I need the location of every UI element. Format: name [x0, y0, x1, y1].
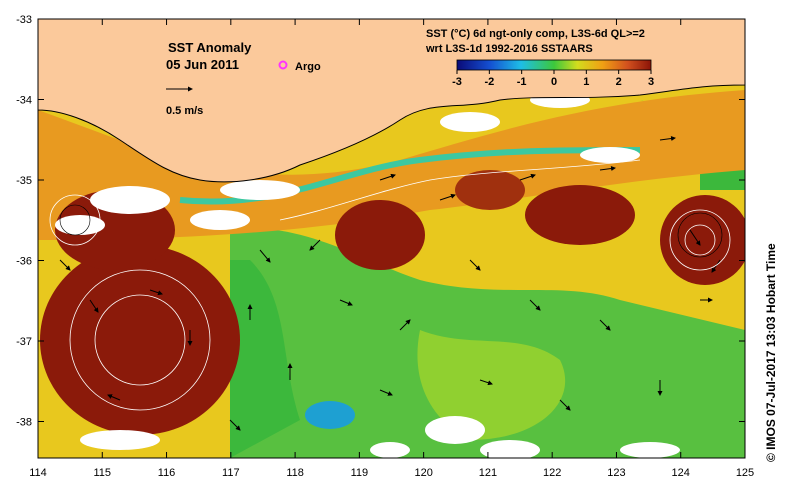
ssh-contours [49, 159, 731, 411]
plot-frame [37, 18, 746, 459]
lon-tick-label: 118 [286, 467, 304, 479]
colorbar-tick-label: -1 [517, 76, 527, 88]
lon-tick-label: 123 [607, 467, 625, 479]
warm-eddy-central [335, 200, 425, 270]
colorbar-tick-label: 1 [583, 76, 589, 88]
map-date: 05 Jun 2011 [166, 57, 239, 72]
map-field [38, 19, 745, 458]
lon-tick-label: 121 [479, 467, 497, 479]
colorbar-tick-label: -3 [452, 76, 462, 88]
lon-tick-label: 115 [93, 467, 111, 479]
lon-tick-label: 114 [29, 467, 47, 479]
header-line-1: SST (°C) 6d ngt-only comp, L3S-6d QL>=2 [426, 28, 645, 40]
cool-region-southwest [230, 260, 300, 458]
colorbar-tick-label: 2 [616, 76, 622, 88]
cloud-mask [55, 92, 680, 458]
warm-eddy-far-east [660, 195, 745, 285]
velocity-arrows [59, 136, 721, 431]
lon-tick-label: 125 [736, 467, 754, 479]
lon-tick-label: 119 [351, 467, 369, 479]
colorbar [456, 59, 652, 71]
lat-tick-label: -34 [16, 95, 32, 107]
lat-tick-label: -38 [16, 417, 32, 429]
map-title: SST Anomaly [168, 40, 252, 55]
velocity-scale-label: 0.5 m/s [166, 105, 203, 117]
lon-tick-label: 122 [543, 467, 561, 479]
ssh-contours-dark [59, 204, 723, 258]
colorbar-ticks: -3 -2 -1 0 1 2 3 [452, 70, 654, 88]
warm-eddy-east [525, 185, 635, 245]
colorbar-tick-label: 3 [648, 76, 654, 88]
lon-tick-label: 117 [222, 467, 240, 479]
lat-tick-label: -37 [16, 336, 32, 348]
lon-tick-label: 116 [158, 467, 176, 479]
credit-text: © IMOS 07-Jul-2017 13:03 Hobart Time [764, 243, 778, 462]
latitude-axis: -33-34-35-36-37-38 [16, 14, 745, 429]
lon-tick-label: 120 [414, 467, 432, 479]
lat-tick-label: -33 [16, 14, 32, 26]
longitude-axis: 114 115 116 117 118 119 120 121 122 123 124 125 [29, 19, 754, 479]
lon-tick-label: 124 [672, 467, 690, 479]
argo-label: Argo [295, 61, 321, 73]
colorbar-tick-label: 0 [551, 76, 557, 88]
argo-marker-icon [278, 60, 288, 70]
warm-eddy-west [40, 245, 240, 435]
colorbar-tick-label: -2 [484, 76, 494, 88]
lat-tick-label: -35 [16, 175, 32, 187]
warm-eddy-small [455, 170, 525, 210]
cold-patch [305, 401, 355, 429]
lat-tick-label: -36 [16, 256, 32, 268]
header-line-2: wrt L3S-1d 1992-2016 SSTAARS [425, 43, 593, 55]
